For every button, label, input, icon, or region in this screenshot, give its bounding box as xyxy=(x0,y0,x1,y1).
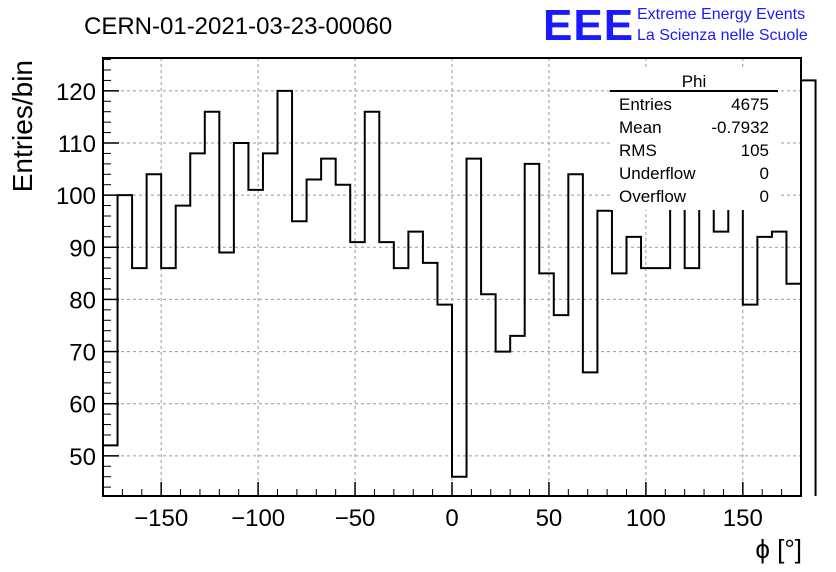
histogram-bin xyxy=(525,164,540,496)
x-tick-label: 150 xyxy=(723,505,763,532)
stats-value: 0 xyxy=(760,187,769,206)
histogram-bin xyxy=(321,159,336,496)
logo-mark: EEE xyxy=(543,1,634,50)
histogram-bin xyxy=(176,206,191,496)
histogram-bin xyxy=(467,159,482,496)
x-tick-label: −100 xyxy=(231,505,285,532)
histogram-bin xyxy=(656,268,671,496)
chart-title: CERN-01-2021-03-23-00060 xyxy=(84,13,392,40)
histogram-bin xyxy=(365,112,380,496)
histogram-bin xyxy=(205,112,220,496)
histogram-bin xyxy=(743,305,758,496)
histogram-bin xyxy=(786,284,801,496)
histogram-bin xyxy=(103,445,118,496)
histogram-bin xyxy=(219,252,234,496)
stats-rows: Entries 4675 Mean -0.7932 RMS 105 Underflow 0 Ov… xyxy=(619,95,769,206)
histogram-bin xyxy=(627,237,642,496)
x-tick-label: −50 xyxy=(335,505,376,532)
x-tick-label: −150 xyxy=(134,505,188,532)
eee-logo: EEE Extreme Energy Events La Scienza nel… xyxy=(543,1,808,50)
y-tick-label: 70 xyxy=(69,340,96,367)
y-tick-label: 100 xyxy=(56,183,96,210)
stats-label: Mean xyxy=(619,118,662,137)
histogram-bin xyxy=(757,237,772,496)
histogram-bin xyxy=(568,174,583,496)
x-axis-label: ϕ [°] xyxy=(755,534,802,564)
histogram-bin xyxy=(190,153,205,496)
histogram-bin xyxy=(161,268,176,496)
histogram-bin xyxy=(278,91,293,496)
logo-line-2: La Scienza nelle Scuole xyxy=(637,27,808,44)
histogram-bin xyxy=(248,190,263,496)
histogram-bin xyxy=(307,179,322,496)
histogram-bin xyxy=(408,232,423,496)
histogram-bin xyxy=(685,268,700,496)
histogram-bin xyxy=(612,273,627,496)
histogram-bin xyxy=(597,211,612,496)
histogram-bin xyxy=(147,174,162,496)
x-tick-label: 100 xyxy=(626,505,666,532)
histogram-bin xyxy=(437,305,452,496)
stats-box-title: Phi xyxy=(682,72,707,91)
histogram-bin xyxy=(510,336,525,496)
y-tick-label: 120 xyxy=(56,79,96,106)
histogram-bin xyxy=(641,268,656,496)
x-tick-label: 0 xyxy=(445,505,458,532)
histogram-bin xyxy=(394,268,409,496)
stats-value: 0 xyxy=(760,164,769,183)
histogram-bin xyxy=(772,232,787,496)
stats-value: 105 xyxy=(741,141,769,160)
histogram-bin xyxy=(292,221,307,496)
histogram-bin xyxy=(234,143,249,496)
histogram-bin xyxy=(481,294,496,496)
histogram-bin xyxy=(263,153,278,496)
logo-line-1: Extreme Energy Events xyxy=(637,6,805,23)
x-tick-label: 50 xyxy=(536,505,563,532)
histogram-bin xyxy=(336,185,351,496)
stats-value: 4675 xyxy=(731,95,769,114)
histogram-bin xyxy=(452,477,467,496)
stats-label: Entries xyxy=(619,95,672,114)
histogram-bin xyxy=(801,80,816,496)
y-tick-label: 80 xyxy=(69,287,96,314)
histogram-bin xyxy=(539,273,554,496)
axes: −150 −100 −50 0 50 100 150 50 60 70 80 90 100 110 120 xyxy=(56,59,802,532)
stats-box-background xyxy=(610,70,778,210)
histogram-bin xyxy=(554,315,569,496)
histogram-bin xyxy=(423,263,438,496)
y-tick-label: 110 xyxy=(58,131,96,158)
y-tick-label: 90 xyxy=(69,235,96,262)
stats-label: RMS xyxy=(619,141,657,160)
stats-label: Underflow xyxy=(619,164,696,183)
histogram-bin xyxy=(379,242,394,496)
y-tick-label: 50 xyxy=(69,444,96,471)
y-tick-label: 60 xyxy=(69,392,96,419)
histogram-bin xyxy=(118,195,133,496)
histogram-bin xyxy=(728,179,743,496)
histogram-bin xyxy=(714,232,729,496)
stats-value: -0.7932 xyxy=(711,118,769,137)
stats-box: Phi Entries 4675 Mean -0.7932 RMS 105 Underflo… xyxy=(610,70,778,210)
stats-label: Overflow xyxy=(619,187,687,206)
histogram-bin xyxy=(583,372,598,496)
y-axis-label: Entries/bin xyxy=(7,60,38,192)
histogram-bin xyxy=(350,242,365,496)
histogram-bin xyxy=(496,352,511,496)
histogram-bin xyxy=(132,268,147,496)
